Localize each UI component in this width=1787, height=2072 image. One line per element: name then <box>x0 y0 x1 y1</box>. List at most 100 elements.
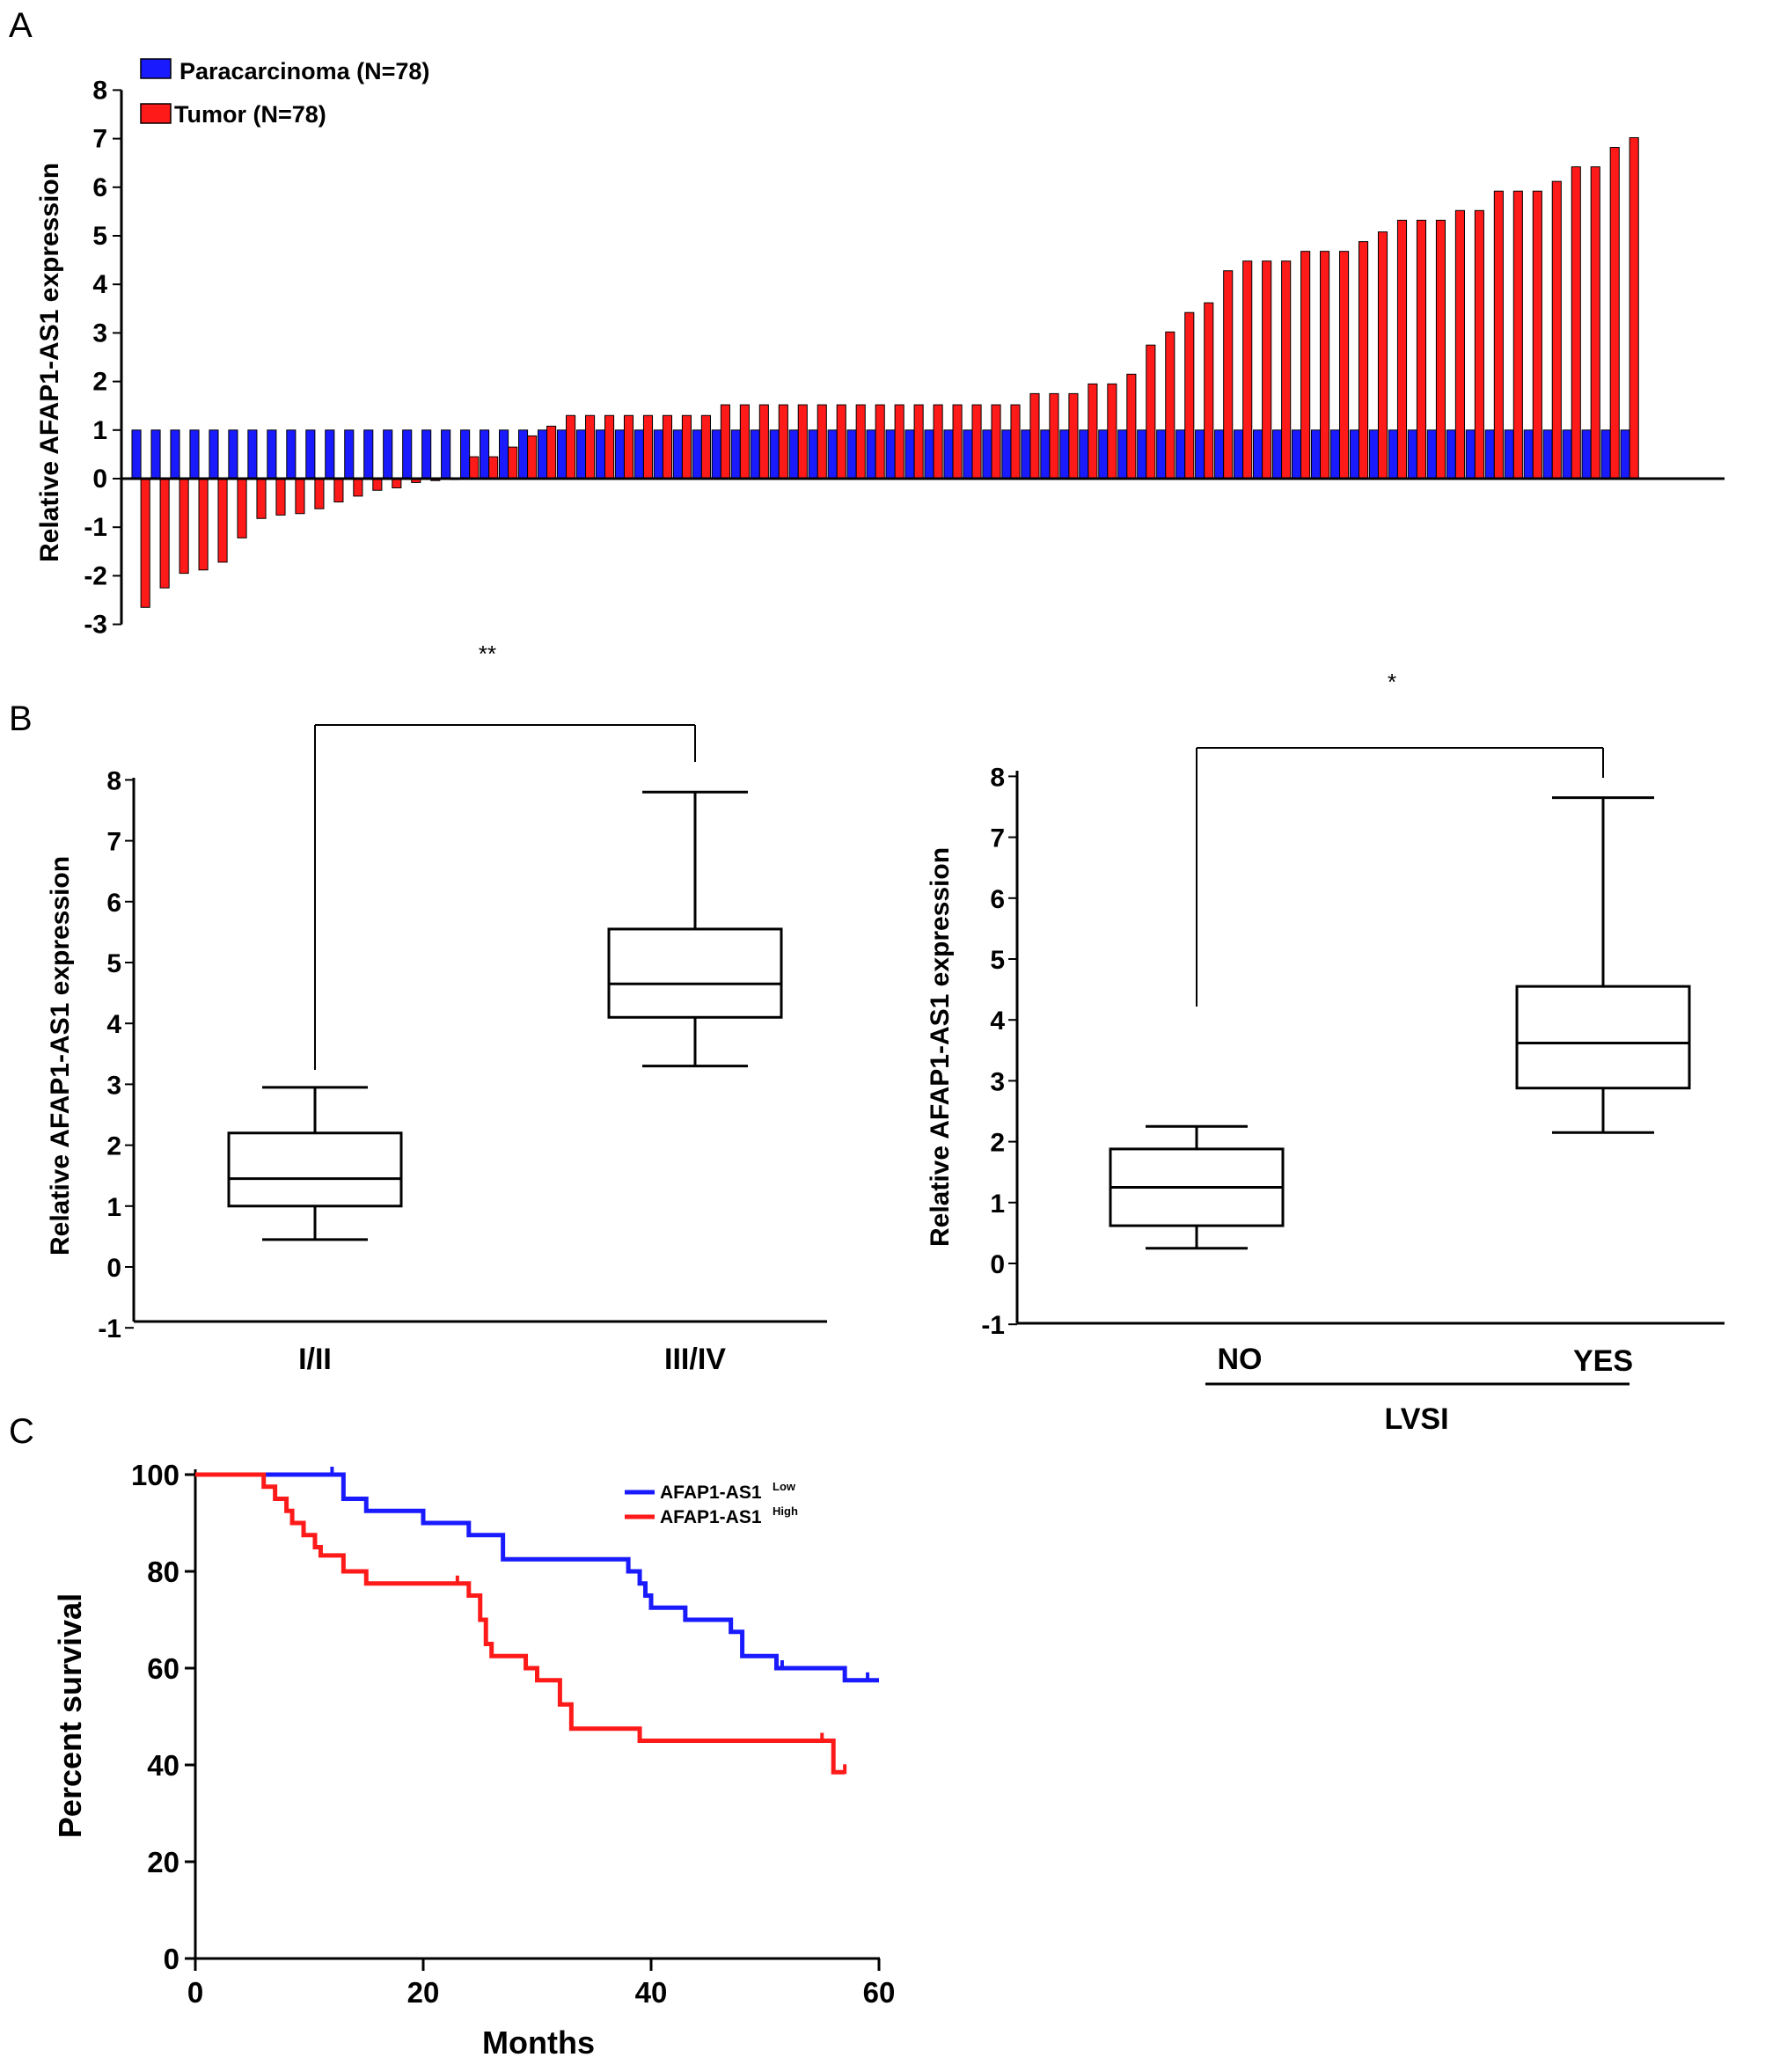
bar-tumor <box>469 456 480 480</box>
bar-paracarcinoma <box>1523 429 1534 480</box>
bar-tumor <box>1010 404 1021 480</box>
bar-paracarcinoma <box>402 429 413 480</box>
panel-b-left-y-ticks: 8 7 6 5 4 3 2 1 0 -1 <box>98 766 134 1344</box>
survival-curve <box>195 1472 846 1775</box>
y-tick-label: 5 <box>106 949 121 978</box>
y-tick-label: 3 <box>106 1071 121 1100</box>
bar-paracarcinoma <box>634 429 644 480</box>
bar-tumor <box>1146 344 1156 480</box>
bar-tumor <box>237 478 247 538</box>
bar-paracarcinoma <box>1214 429 1225 480</box>
bar-paracarcinoma <box>1059 429 1070 480</box>
bar-paracarcinoma <box>1175 429 1186 480</box>
bar-tumor <box>836 404 846 480</box>
bar-paracarcinoma <box>595 429 605 480</box>
bar-paracarcinoma <box>247 429 258 480</box>
bar-paracarcinoma <box>653 429 663 480</box>
panel-b-right-y-ticks: 8 7 6 5 4 3 2 1 0 -1 <box>981 763 1017 1340</box>
bar-tumor <box>140 478 150 608</box>
bar-tumor <box>1339 251 1350 480</box>
bar-tumor <box>623 414 634 480</box>
legend-label-tumor: Tumor (N=78) <box>174 101 326 128</box>
y-tick-label: -1 <box>98 1314 121 1344</box>
panel-b-label: B <box>9 699 33 738</box>
bar-tumor <box>855 404 866 480</box>
bar-paracarcinoma <box>1407 429 1417 480</box>
bar-tumor <box>1281 260 1292 480</box>
bar-paracarcinoma <box>1484 429 1495 480</box>
bar-tumor <box>1184 311 1195 480</box>
bar-paracarcinoma <box>517 429 529 480</box>
y-tick-label: 80 <box>147 1556 179 1588</box>
bar-tumor <box>372 478 383 491</box>
bar-tumor <box>1300 251 1311 480</box>
bar-tumor <box>991 404 1001 480</box>
panel-a: A 8 7 6 5 4 3 2 1 0 -1 -2 -3 Relative AFAP1-AS1 exp… <box>9 6 1725 640</box>
y-tick-label: 1 <box>92 416 107 445</box>
bar-paracarcinoma <box>421 429 432 480</box>
bar-paracarcinoma <box>1021 429 1031 480</box>
legend-superscript-high: High <box>773 1505 798 1518</box>
y-tick-label: 8 <box>990 763 1005 792</box>
bar-paracarcinoma <box>1098 429 1109 480</box>
bar-tumor <box>1029 392 1040 480</box>
bar-tumor <box>256 478 267 519</box>
panel-c-label: C <box>9 1412 34 1451</box>
bar-paracarcinoma <box>1465 429 1476 480</box>
legend-superscript-low: Low <box>773 1480 796 1493</box>
bar-paracarcinoma <box>131 429 142 480</box>
bar-tumor <box>681 414 692 480</box>
bar-tumor <box>1068 392 1079 480</box>
x-tick-label: 20 <box>407 1976 440 2009</box>
bar-tumor <box>797 404 808 480</box>
bar-paracarcinoma <box>460 429 471 480</box>
bar-paracarcinoma <box>1001 429 1012 480</box>
box-iqr <box>227 1131 403 1208</box>
panel-a-bars <box>131 136 1639 608</box>
category-label: YES <box>1573 1344 1633 1378</box>
panel-c-ticks: 100 80 60 40 20 00 20 40 60 <box>131 1459 895 2009</box>
panel-b-right-y-label: Relative AFAP1-AS1 expression <box>926 847 955 1247</box>
panel-b-left-y-label: Relative AFAP1-AS1 expression <box>46 856 75 1256</box>
bar-tumor <box>1126 373 1137 480</box>
y-tick-label: 6 <box>106 889 121 918</box>
bar-paracarcinoma <box>1329 429 1341 480</box>
bar-paracarcinoma <box>1137 429 1147 480</box>
bar-paracarcinoma <box>614 429 625 480</box>
bar-tumor <box>952 404 963 480</box>
bar-tumor <box>1454 209 1465 480</box>
bar-tumor <box>1223 270 1234 480</box>
bar-tumor <box>1571 166 1581 480</box>
bar-paracarcinoma <box>556 429 568 480</box>
bar-paracarcinoma <box>672 429 683 480</box>
box-iqr <box>1515 985 1691 1090</box>
bar-tumor <box>1320 251 1330 480</box>
bar-tumor <box>314 478 325 509</box>
x-tick-label: 40 <box>635 1976 668 2009</box>
bar-paracarcinoma <box>1620 429 1630 480</box>
bar-tumor <box>1262 260 1272 480</box>
bar-tumor <box>1532 190 1542 480</box>
bar-paracarcinoma <box>1446 429 1456 480</box>
bar-tumor <box>1049 392 1059 480</box>
y-tick-label: 6 <box>990 885 1005 914</box>
bar-tumor <box>894 404 904 480</box>
bar-paracarcinoma <box>537 429 548 480</box>
y-tick-label: 7 <box>92 125 107 154</box>
bar-tumor <box>295 478 305 515</box>
bar-tumor <box>700 414 711 480</box>
y-tick-label: -1 <box>84 513 107 542</box>
bar-paracarcinoma <box>150 429 161 480</box>
bar-tumor <box>1416 219 1427 480</box>
bar-paracarcinoma <box>1079 429 1089 480</box>
panel-a-label: A <box>9 6 33 45</box>
bar-tumor <box>1396 219 1408 480</box>
y-tick-label: 2 <box>990 1129 1005 1158</box>
bar-paracarcinoma <box>1349 429 1359 480</box>
bar-paracarcinoma <box>441 429 451 480</box>
y-tick-label: 2 <box>106 1132 121 1161</box>
bar-paracarcinoma <box>1291 429 1302 480</box>
panel-b-right-x-label: LVSI <box>1384 1402 1448 1436</box>
bar-paracarcinoma <box>692 429 702 480</box>
bar-tumor <box>585 414 596 480</box>
